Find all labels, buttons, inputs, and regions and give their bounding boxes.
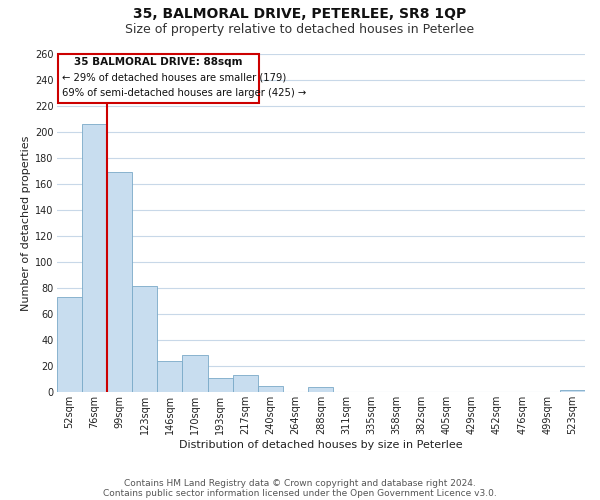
X-axis label: Distribution of detached houses by size in Peterlee: Distribution of detached houses by size … (179, 440, 463, 450)
Text: ← 29% of detached houses are smaller (179): ← 29% of detached houses are smaller (17… (62, 72, 286, 82)
Bar (107, 172, 132, 392)
Bar (258, 386, 283, 392)
Bar (308, 387, 334, 392)
Bar (82, 124, 107, 392)
Bar (182, 354, 208, 393)
Bar (132, 286, 157, 393)
Bar (560, 390, 585, 392)
Bar (233, 376, 258, 392)
Text: Contains public sector information licensed under the Open Government Licence v3: Contains public sector information licen… (103, 488, 497, 498)
Y-axis label: Number of detached properties: Number of detached properties (21, 136, 31, 311)
Text: 69% of semi-detached houses are larger (425) →: 69% of semi-detached houses are larger (… (62, 88, 306, 98)
Text: 35 BALMORAL DRIVE: 88sqm: 35 BALMORAL DRIVE: 88sqm (74, 56, 243, 66)
Bar (157, 361, 182, 392)
FancyBboxPatch shape (58, 54, 259, 104)
Text: 35, BALMORAL DRIVE, PETERLEE, SR8 1QP: 35, BALMORAL DRIVE, PETERLEE, SR8 1QP (133, 8, 467, 22)
Bar (208, 378, 233, 392)
Text: Size of property relative to detached houses in Peterlee: Size of property relative to detached ho… (125, 22, 475, 36)
Bar (56, 298, 82, 392)
Text: Contains HM Land Registry data © Crown copyright and database right 2024.: Contains HM Land Registry data © Crown c… (124, 478, 476, 488)
